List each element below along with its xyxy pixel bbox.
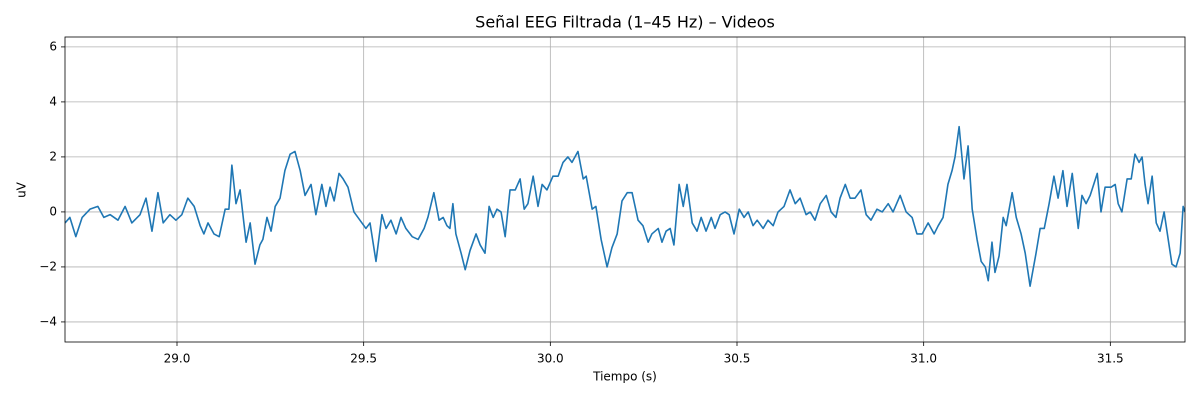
x-tick-label: 29.0 (164, 352, 191, 366)
y-tick-label: 4 (49, 94, 57, 108)
x-tick-label: 29.5 (350, 352, 377, 366)
x-tick-label: 30.5 (724, 352, 751, 366)
y-tick-label: −4 (39, 314, 57, 328)
y-axis-label: uV (15, 181, 29, 198)
y-tick-label: −2 (39, 259, 57, 273)
x-tick-label: 30.0 (537, 352, 564, 366)
chart-title: Señal EEG Filtrada (1–45 Hz) – Videos (475, 13, 775, 32)
x-tick-label: 31.5 (1097, 352, 1124, 366)
x-axis-label: Tiempo (s) (592, 370, 657, 384)
y-tick-label: 2 (49, 149, 57, 163)
plot-frame (64, 36, 1186, 343)
x-tick-label: 31.0 (910, 352, 937, 366)
y-tick-label: 6 (49, 39, 57, 53)
signal-line (65, 125, 1185, 287)
y-tick-label: 0 (49, 204, 57, 218)
